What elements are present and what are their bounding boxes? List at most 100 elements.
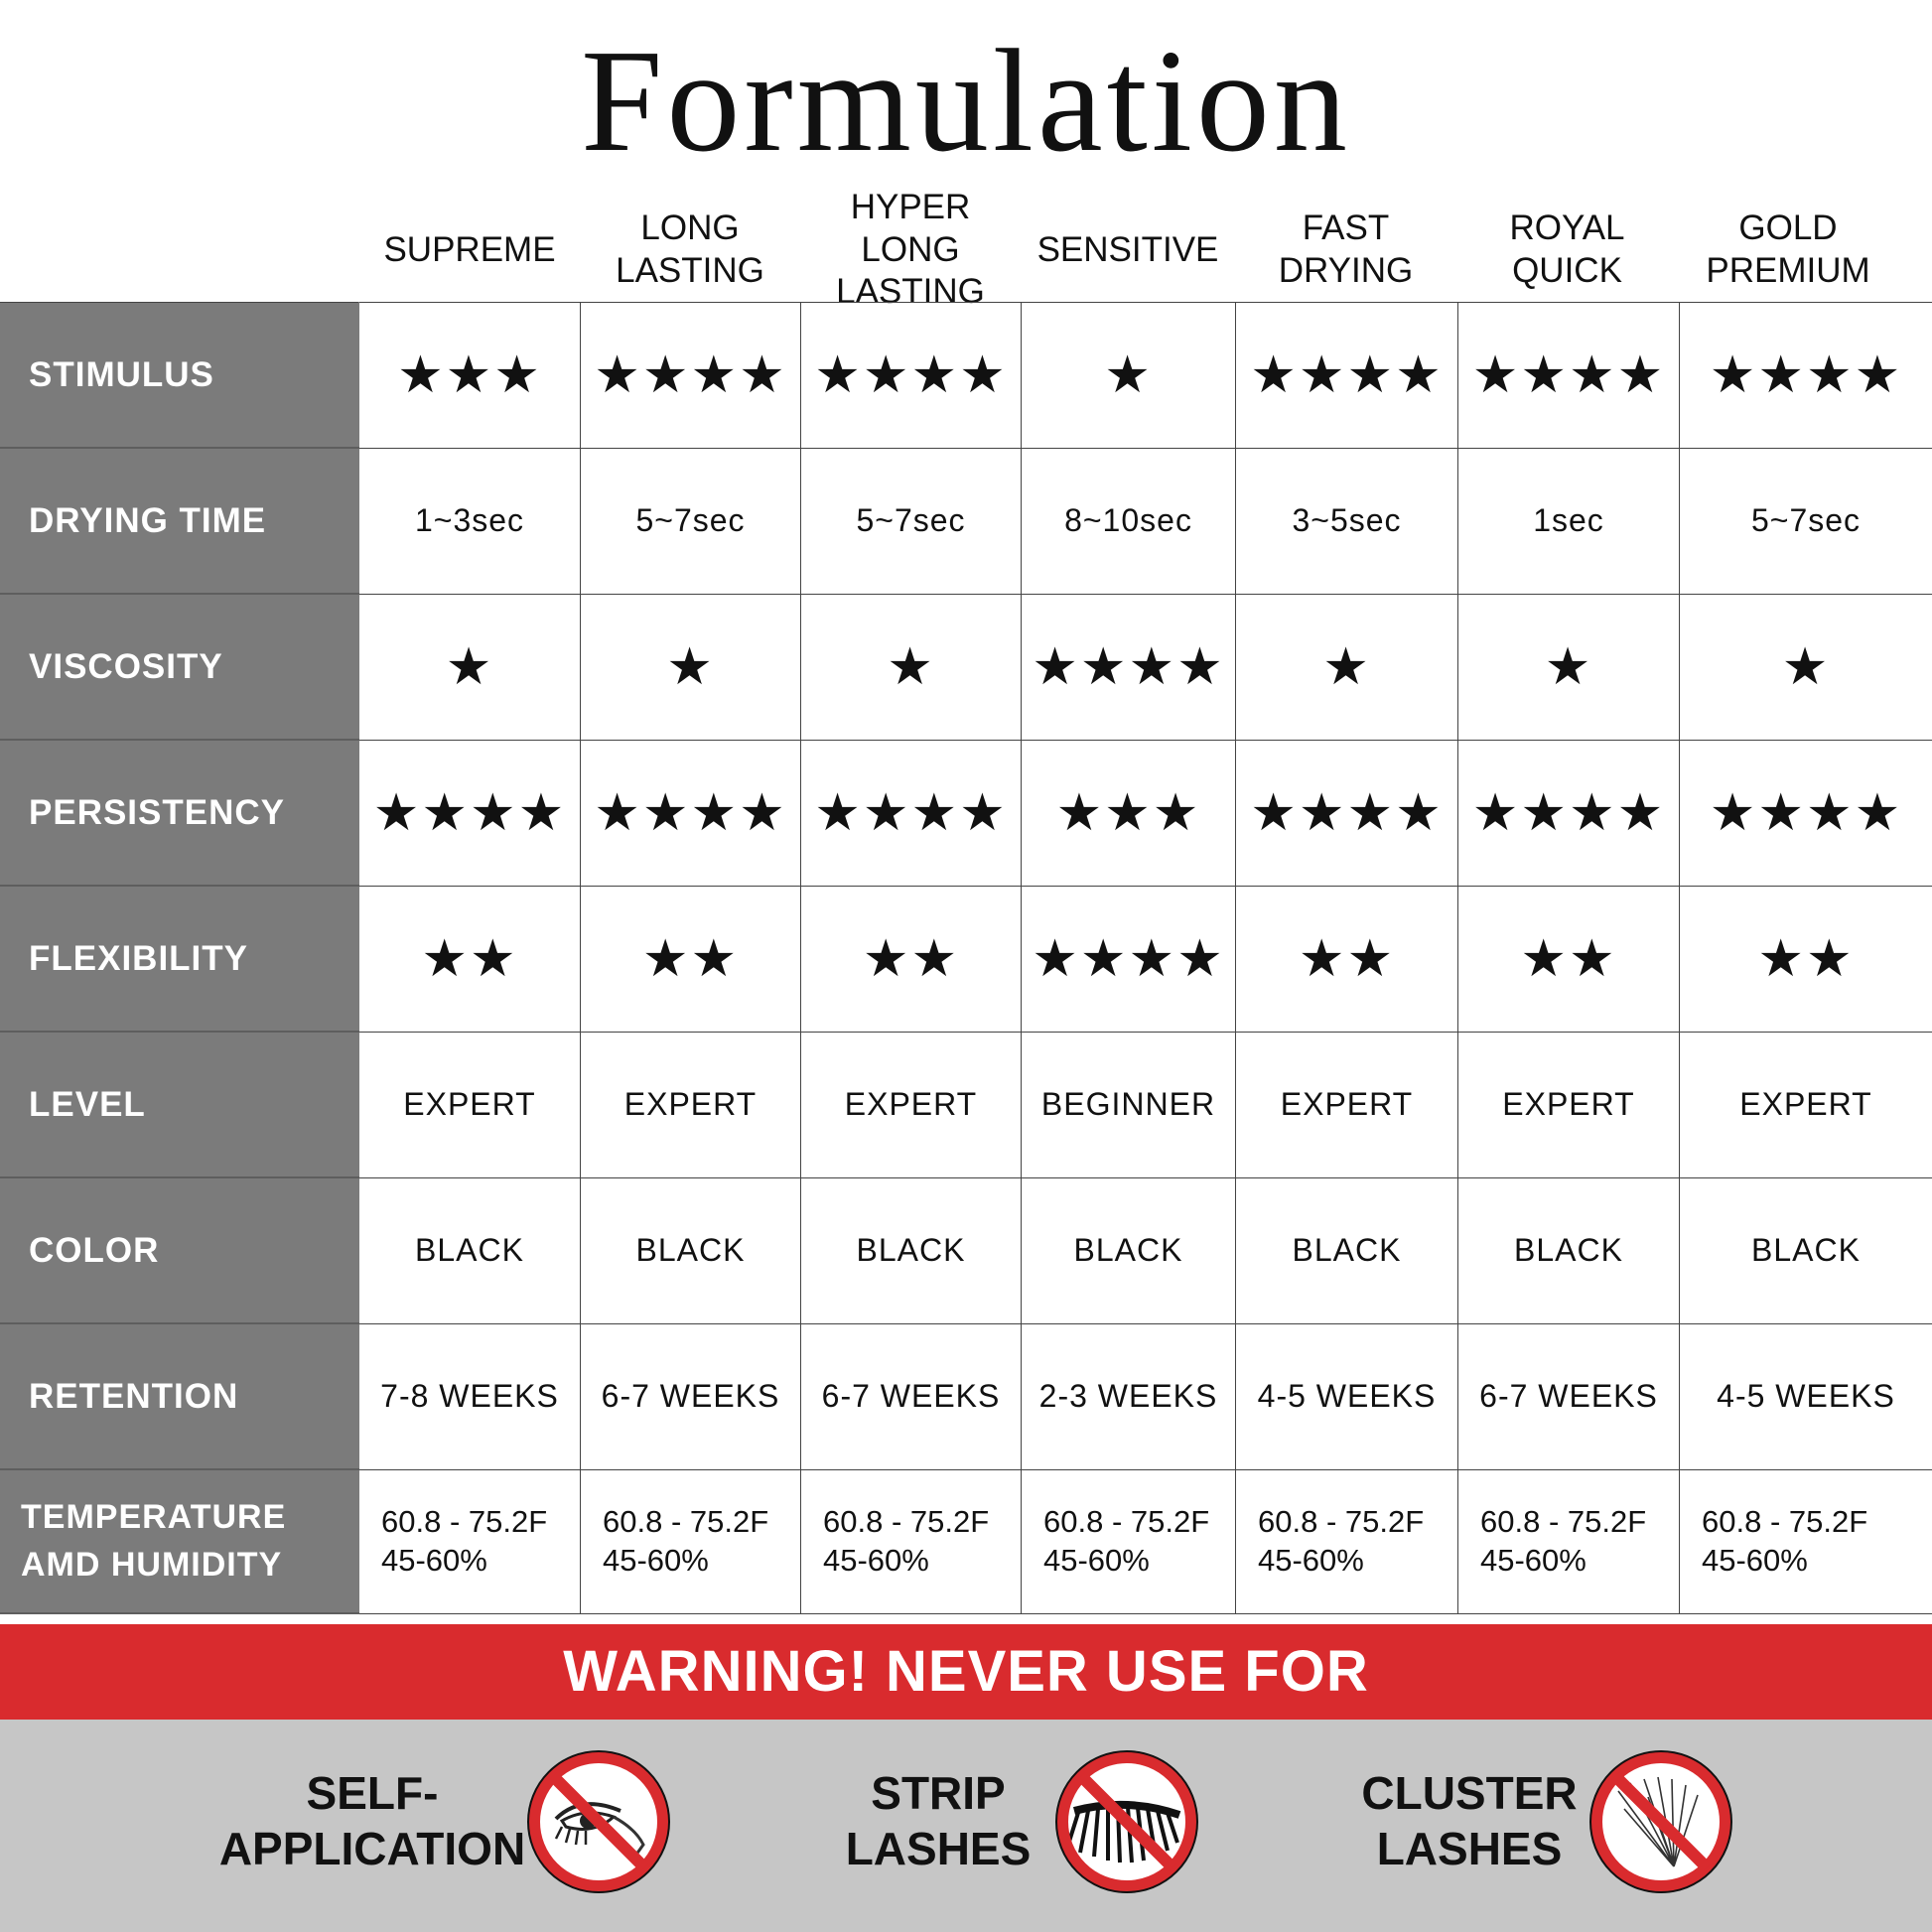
humidity-value: 45-60%: [381, 1542, 487, 1578]
value-cell: BLACK: [1457, 1176, 1680, 1324]
value-cell: 4-5 WEEKS: [1235, 1322, 1458, 1470]
value-cell: 3~5sec: [1235, 447, 1458, 595]
humidity-value: 45-60%: [1702, 1542, 1808, 1578]
star-rating-cell: ★★: [800, 885, 1022, 1033]
value-cell: EXPERT: [800, 1031, 1022, 1178]
table-row: COLOR BLACK BLACK BLACK BLACK BLACK BLACK BLACK: [0, 1176, 1932, 1324]
temperature-cell: 60.8 - 75.2F 45-60%: [1021, 1468, 1236, 1614]
table-row: LEVEL EXPERT EXPERT EXPERT BEGINNER EXPERT EXP…: [0, 1031, 1932, 1178]
value-cell: BLACK: [800, 1176, 1022, 1324]
column-header-supreme: SUPREME: [383, 229, 556, 269]
row-label: COLOR: [0, 1176, 359, 1324]
star-rating-cell: ★★: [358, 885, 581, 1033]
warning-item-cluster-lashes: CLUSTER LASHES: [1350, 1720, 1747, 1932]
value-cell: 8~10sec: [1021, 447, 1236, 595]
row-label: LEVEL: [0, 1031, 359, 1178]
star-rating-cell: ★★★★: [800, 739, 1022, 887]
warning-items-panel: SELF- APPLICATION STRIP LASHES CLUSTER L…: [0, 1720, 1932, 1932]
warning-banner: WARNING! NEVER USE FOR: [0, 1624, 1932, 1720]
humidity-value: 45-60%: [1480, 1542, 1587, 1578]
table-row: FLEXIBILITY ★★ ★★ ★★ ★★★★ ★★ ★★ ★★: [0, 885, 1932, 1033]
value-cell: 1~3sec: [358, 447, 581, 595]
value-cell: EXPERT: [580, 1031, 801, 1178]
star-rating-cell: ★★★★: [358, 739, 581, 887]
temperature-cell: 60.8 - 75.2F 45-60%: [1457, 1468, 1680, 1614]
column-header-sensitive: SENSITIVE: [1036, 229, 1219, 269]
value-cell: BLACK: [1679, 1176, 1932, 1324]
star-rating-cell: ★: [358, 593, 581, 741]
star-rating-cell: ★: [1679, 593, 1932, 741]
star-rating-cell: ★★★★: [1679, 739, 1932, 887]
temperature-value: 60.8 - 75.2F: [1043, 1503, 1210, 1539]
star-rating-cell: ★: [1021, 302, 1236, 449]
page-title: Formulation: [581, 20, 1351, 183]
value-cell: 5~7sec: [580, 447, 801, 595]
star-rating-cell: ★★★★: [1457, 302, 1680, 449]
no-strip-lashes-icon: [1055, 1750, 1198, 1893]
star-rating-cell: ★★★★: [1235, 302, 1458, 449]
temperature-value: 60.8 - 75.2F: [381, 1503, 548, 1539]
value-cell: 5~7sec: [800, 447, 1022, 595]
row-label: VISCOSITY: [0, 593, 359, 741]
row-label: DRYING TIME: [0, 447, 359, 595]
value-cell: EXPERT: [358, 1031, 581, 1178]
formulation-table: STIMULUS ★★★ ★★★★ ★★★★ ★ ★★★★ ★★★★ ★★★★ DRYING T…: [0, 302, 1932, 1614]
star-rating-cell: ★★★★: [1021, 885, 1236, 1033]
table-row: VISCOSITY ★ ★ ★ ★★★★ ★ ★ ★: [0, 593, 1932, 741]
row-label-line-1: TEMPERATURE: [21, 1497, 287, 1536]
star-rating-cell: ★★: [1457, 885, 1680, 1033]
row-label: FLEXIBILITY: [0, 885, 359, 1033]
value-cell: BEGINNER: [1021, 1031, 1236, 1178]
warning-item-self-application: SELF- APPLICATION: [199, 1720, 675, 1932]
row-label: PERSISTENCY: [0, 739, 359, 887]
star-rating-cell: ★★★: [358, 302, 581, 449]
column-header-hyper-long-lasting: HYPER LONG LASTING: [836, 187, 985, 312]
star-rating-cell: ★★★★: [580, 302, 801, 449]
star-rating-cell: ★: [1235, 593, 1458, 741]
value-cell: EXPERT: [1679, 1031, 1932, 1178]
temperature-value: 60.8 - 75.2F: [603, 1503, 769, 1539]
value-cell: 7-8 WEEKS: [358, 1322, 581, 1470]
column-header-long-lasting: LONG LASTING: [616, 208, 764, 290]
temperature-cell: 60.8 - 75.2F 45-60%: [1235, 1468, 1458, 1614]
star-rating-cell: ★★★★: [580, 739, 801, 887]
table-row: STIMULUS ★★★ ★★★★ ★★★★ ★ ★★★★ ★★★★ ★★★★: [0, 302, 1932, 449]
value-cell: BLACK: [358, 1176, 581, 1324]
star-rating-cell: ★★★★: [1457, 739, 1680, 887]
column-header-gold-premium: GOLD PREMIUM: [1706, 208, 1870, 290]
value-cell: 1sec: [1457, 447, 1680, 595]
warning-item-label: STRIP LASHES: [845, 1767, 1032, 1875]
temperature-value: 60.8 - 75.2F: [1258, 1503, 1425, 1539]
star-rating-cell: ★★★★: [1021, 593, 1236, 741]
value-cell: BLACK: [1021, 1176, 1236, 1324]
temperature-cell: 60.8 - 75.2F 45-60%: [580, 1468, 801, 1614]
value-cell: EXPERT: [1235, 1031, 1458, 1178]
column-header-royal-quick: ROYAL QUICK: [1509, 208, 1625, 290]
star-rating-cell: ★★★★: [1679, 302, 1932, 449]
value-cell: 4-5 WEEKS: [1679, 1322, 1932, 1470]
table-row: PERSISTENCY ★★★★ ★★★★ ★★★★ ★★★ ★★★★ ★★★★ ★★★★: [0, 739, 1932, 887]
humidity-value: 45-60%: [823, 1542, 929, 1578]
value-cell: 6-7 WEEKS: [1457, 1322, 1680, 1470]
value-cell: EXPERT: [1457, 1031, 1680, 1178]
no-self-application-icon: [527, 1750, 670, 1893]
table-row: DRYING TIME 1~3sec 5~7sec 5~7sec 8~10sec 3~5s…: [0, 447, 1932, 595]
value-cell: 6-7 WEEKS: [800, 1322, 1022, 1470]
temperature-value: 60.8 - 75.2F: [1480, 1503, 1647, 1539]
row-label: STIMULUS: [0, 302, 359, 449]
row-label-line-2: AMD HUMIDITY: [21, 1545, 283, 1584]
temperature-cell: 60.8 - 75.2F 45-60%: [358, 1468, 581, 1614]
value-cell: 5~7sec: [1679, 447, 1932, 595]
star-rating-cell: ★★★★: [800, 302, 1022, 449]
star-rating-cell: ★: [800, 593, 1022, 741]
row-label: RETENTION: [0, 1322, 359, 1470]
temperature-cell: 60.8 - 75.2F 45-60%: [1679, 1468, 1932, 1614]
star-rating-cell: ★★: [1679, 885, 1932, 1033]
temperature-cell: 60.8 - 75.2F 45-60%: [800, 1468, 1022, 1614]
column-header-fast-drying: FAST DRYING: [1278, 208, 1414, 290]
temperature-value: 60.8 - 75.2F: [823, 1503, 990, 1539]
row-label-temperature: TEMPERATURE AMD HUMIDITY: [0, 1468, 359, 1614]
humidity-value: 45-60%: [1043, 1542, 1150, 1578]
star-rating-cell: ★★: [580, 885, 801, 1033]
star-rating-cell: ★★: [1235, 885, 1458, 1033]
